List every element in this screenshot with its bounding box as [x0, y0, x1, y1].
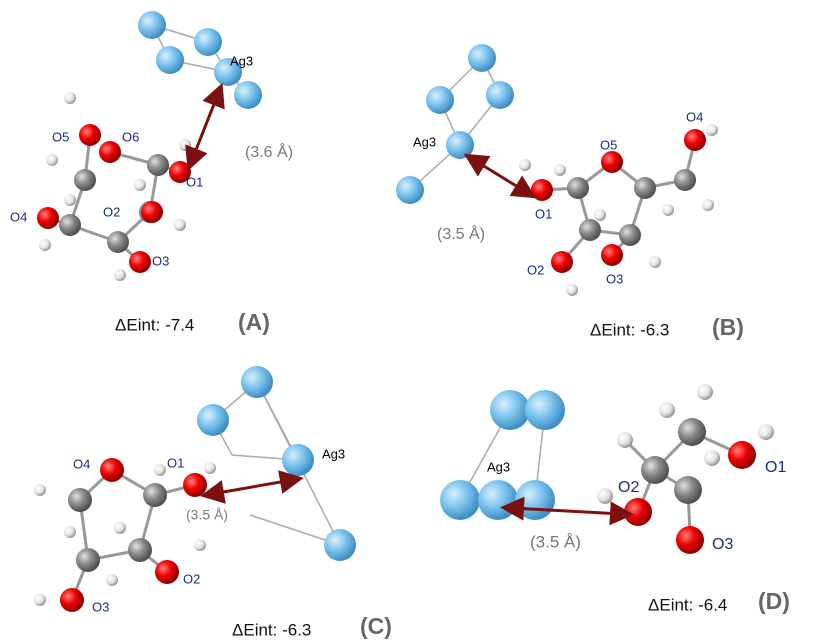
- energy-label: ΔEint: -7.4: [115, 315, 194, 334]
- atom-label: O3: [152, 253, 169, 268]
- panel-c: Ag3 O4 O1 O2 O3 (3.5 Å) ΔEint: -6.3 (C): [34, 366, 392, 639]
- figure: Ag3 O5 O6 O1 O2 O4 O3 (3.6 Å) ΔEint: -7.…: [0, 0, 816, 640]
- atom-label: O5: [52, 129, 69, 144]
- panel-letter: (C): [360, 613, 392, 639]
- distance-label: (3.5 Å): [437, 224, 485, 243]
- atom-label: O3: [712, 536, 733, 553]
- distance-label: (3.6 Å): [245, 142, 293, 161]
- atom-label: O4: [686, 109, 703, 124]
- energy-label: ΔEint: -6.3: [590, 320, 669, 339]
- cluster-label: Ag3: [230, 53, 253, 68]
- panel-letter: (D): [758, 588, 790, 614]
- distance-label: (3.5 Å): [186, 507, 228, 523]
- atom-label: O1: [167, 455, 184, 470]
- atoms: [37, 11, 262, 281]
- distance-arrow: [192, 94, 218, 160]
- atom-label: O4: [73, 456, 90, 471]
- atom-label: O1: [535, 206, 552, 221]
- atom-label: O1: [765, 459, 786, 476]
- distance-arrow: [212, 480, 292, 494]
- atom-label: O2: [103, 204, 120, 219]
- cluster-label: Ag3: [413, 134, 436, 149]
- atom-label: O1: [186, 174, 203, 189]
- atom-label: O2: [618, 479, 639, 496]
- cluster-label: Ag3: [322, 446, 345, 461]
- atom-label: O3: [92, 599, 109, 614]
- energy-label: ΔEint: -6.4: [648, 595, 727, 614]
- atom-label: O4: [10, 209, 27, 224]
- atom-label: O6: [122, 129, 139, 144]
- distance-label: (3.5 Å): [530, 532, 581, 551]
- panel-a: Ag3 O5 O6 O1 O2 O4 O3 (3.6 Å) ΔEint: -7.…: [10, 11, 293, 335]
- panel-letter: (B): [712, 314, 744, 340]
- atom-label: O2: [527, 262, 544, 277]
- panel-d: Ag3 O2 O1 O3 (3.5 Å) ΔEint: -6.4 (D): [440, 384, 790, 614]
- atoms: [396, 44, 718, 296]
- panel-b: Ag3 O4 O5 O1 O2 O3 (3.5 Å) ΔEint: -6.3 (…: [396, 44, 744, 340]
- energy-label: ΔEint: -6.3: [232, 620, 311, 639]
- atom-label: O5: [600, 137, 617, 152]
- distance-arrow: [474, 160, 526, 192]
- atom-label: O2: [183, 571, 200, 586]
- atom-label: O3: [606, 271, 623, 286]
- cluster-label: Ag3: [487, 459, 510, 474]
- panel-letter: (A): [238, 309, 270, 335]
